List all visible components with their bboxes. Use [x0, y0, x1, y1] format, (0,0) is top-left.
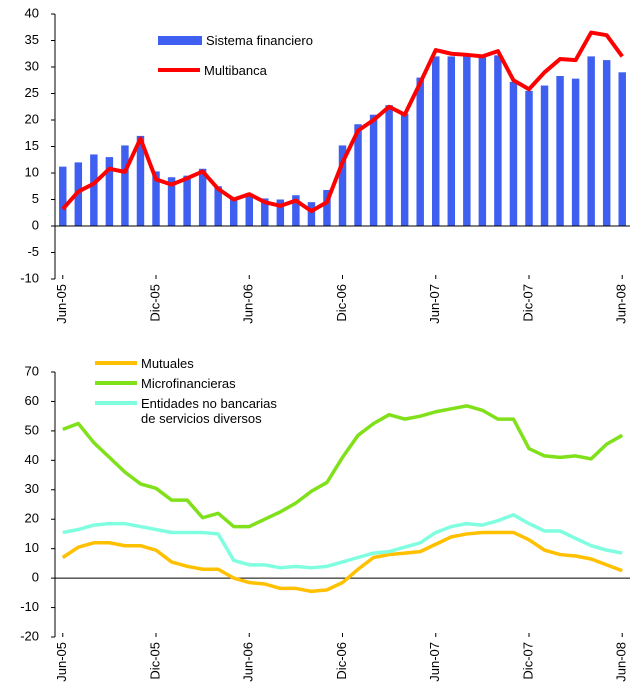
x-tick-label: Dic-05	[147, 642, 162, 680]
legend-item: Microfinancieras	[95, 376, 236, 391]
bar	[618, 72, 626, 226]
y-tick-label: 70	[25, 363, 39, 378]
legend-item: Sistema financiero	[158, 33, 313, 48]
legend-label: Microfinancieras	[141, 376, 236, 391]
bar	[292, 195, 300, 226]
legend-swatch	[95, 381, 137, 385]
bar	[369, 114, 378, 226]
y-tick-label: 10	[25, 540, 39, 555]
legend-swatch	[95, 361, 137, 365]
x-tick-label: Dic-05	[147, 284, 162, 322]
bar	[385, 105, 393, 226]
line	[61, 530, 623, 594]
x-tick-label: Jun-07	[427, 642, 442, 682]
bar	[261, 198, 269, 226]
bar	[214, 186, 222, 226]
line	[62, 513, 623, 570]
legend-item: Mutuales	[95, 356, 194, 371]
line	[61, 30, 624, 214]
bar	[416, 77, 424, 226]
bar	[105, 157, 114, 226]
y-tick-label: 35	[25, 32, 39, 47]
y-tick-label: 5	[32, 191, 39, 206]
bar	[198, 168, 207, 226]
bar	[167, 177, 176, 226]
bar	[400, 113, 409, 226]
x-tick-label: Jun-08	[614, 642, 629, 682]
x-tick-label: Dic-07	[520, 642, 535, 680]
bar	[556, 76, 564, 226]
y-tick-label: 0	[32, 217, 39, 232]
y-tick-label: -10	[20, 599, 39, 614]
y-tick-label: -10	[20, 270, 39, 285]
y-tick-label: 25	[25, 85, 39, 100]
bar	[509, 81, 518, 226]
y-tick-label: 60	[25, 393, 39, 408]
bar	[540, 85, 549, 226]
x-tick-label: Jun-06	[241, 642, 256, 682]
y-tick-label: -5	[27, 244, 39, 259]
legend-swatch	[158, 68, 200, 72]
bar	[447, 56, 456, 227]
bar	[494, 55, 502, 227]
bar	[463, 56, 471, 227]
y-tick-label: 20	[25, 111, 39, 126]
y-tick-label: 30	[25, 481, 39, 496]
x-tick-label: Dic-06	[334, 284, 349, 322]
bar	[587, 56, 595, 227]
x-tick-label: Jun-06	[241, 284, 256, 324]
bar	[121, 145, 129, 226]
bar	[602, 60, 611, 226]
y-tick-label: 40	[25, 5, 39, 20]
bar	[571, 78, 580, 226]
x-tick-label: Jun-05	[54, 642, 69, 682]
x-tick-label: Jun-08	[614, 284, 629, 324]
y-tick-label: 15	[25, 138, 39, 153]
bar	[229, 198, 238, 226]
bar	[307, 202, 316, 226]
x-tick-label: Jun-07	[427, 284, 442, 324]
y-tick-label: 10	[25, 164, 39, 179]
bar	[354, 124, 362, 226]
x-tick-label: Dic-07	[520, 284, 535, 322]
legend-swatch	[158, 36, 202, 45]
bar	[338, 145, 347, 226]
bar	[478, 56, 487, 227]
bar	[525, 90, 533, 226]
bar	[432, 56, 440, 227]
bar	[136, 135, 145, 226]
y-tick-label: 20	[25, 511, 39, 526]
bar	[245, 195, 253, 226]
y-tick-label: 50	[25, 422, 39, 437]
line	[62, 404, 624, 529]
x-tick-label: Dic-06	[334, 642, 349, 680]
y-tick-label: 0	[32, 570, 39, 585]
bar	[59, 166, 67, 226]
legend-label: Multibanca	[204, 63, 267, 78]
y-tick-label: -20	[20, 628, 39, 643]
y-tick-label: 30	[25, 58, 39, 73]
legend-label: Entidades no bancarias de servicios dive…	[141, 396, 277, 426]
bar	[323, 189, 331, 226]
legend-label: Sistema financiero	[206, 33, 313, 48]
legend-item: Multibanca	[158, 63, 267, 78]
bar	[276, 199, 285, 226]
legend-item: Entidades no bancarias de servicios dive…	[95, 396, 277, 426]
bar	[152, 171, 160, 226]
legend-label: Mutuales	[141, 356, 194, 371]
bar	[183, 175, 191, 226]
x-tick-label: Jun-05	[54, 284, 69, 324]
legend-swatch	[95, 401, 137, 405]
y-tick-label: 40	[25, 452, 39, 467]
bar	[90, 154, 98, 226]
